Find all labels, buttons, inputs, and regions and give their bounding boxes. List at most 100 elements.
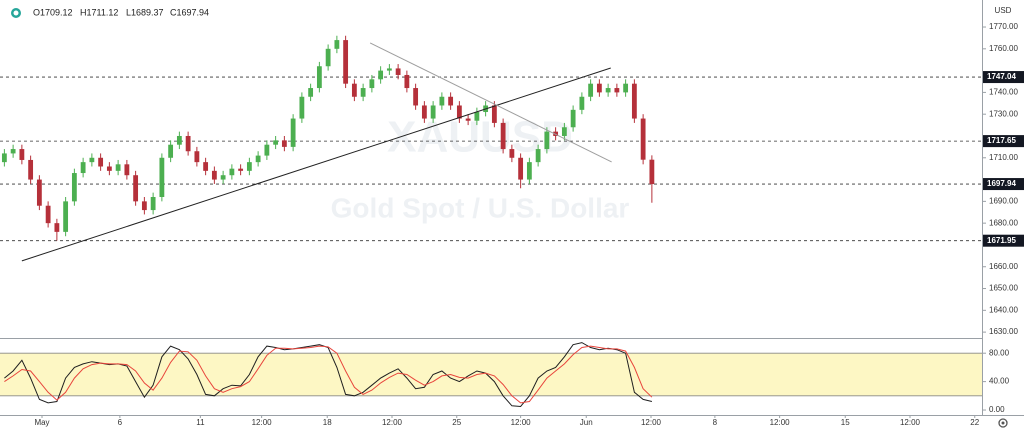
candle-body [98,157,104,167]
candle-body [54,223,60,232]
x-tick-label: 12:00 [252,418,273,427]
y-tick-label: 1740.00 [989,88,1018,97]
y-tick-label: 1680.00 [989,218,1018,227]
header-high: H1711.12 [80,7,118,17]
y-tick-label: 1730.00 [989,109,1018,118]
candle-body [465,118,471,121]
candle-body [386,68,392,71]
y-tick-label: 1760.00 [989,44,1018,53]
candle-body [281,140,287,147]
candle-body [631,83,637,119]
candle-body [299,96,305,119]
candle-body [605,88,611,93]
candle-body [561,127,567,136]
candle-body [1,153,7,163]
candle-body [28,159,34,180]
candle-body [570,109,576,128]
candle-body [133,175,139,202]
candle-body [10,149,16,154]
x-tick-label: May [34,418,49,427]
level-label: 1747.04 [987,72,1016,81]
candle-body [378,70,384,80]
candle-body [614,88,620,93]
x-tick-label: 12:00 [641,418,662,427]
candle-body [491,105,497,123]
x-tick-label: 12:00 [382,418,403,427]
x-tick-label: 6 [118,418,123,427]
candle-body [106,166,112,171]
candle-body [115,164,121,171]
y-tick-label: 1640.00 [989,305,1018,314]
candle-body [526,162,532,180]
candle-body [535,149,541,163]
level-label-box [983,234,1024,247]
trend-line [21,67,611,262]
candle-body [89,157,95,163]
candle-body [273,140,279,145]
level-label: 1717.65 [987,136,1016,145]
candle-body [343,40,349,84]
status-dot-core [13,10,19,16]
candle-body [596,83,602,93]
candle-body [229,168,235,176]
candle-body [36,179,42,206]
candle-body [404,74,410,89]
level-label: 1697.94 [987,179,1016,188]
candle-body [579,96,585,110]
x-tick-label: 12:00 [511,418,532,427]
candle-body [168,144,174,158]
candle-body [80,162,86,174]
trend-line [369,42,612,163]
candle-body [141,201,147,211]
header-open: O1709.12 [33,7,73,17]
x-tick-label: Jun [580,418,593,427]
candle-body [474,112,480,121]
candle-body [439,96,445,106]
candle-body [430,105,436,119]
x-tick-label: 12:00 [770,418,791,427]
candle-body [360,88,366,97]
header-low: L1689.37 [126,7,164,17]
settings-icon[interactable] [998,418,1008,428]
candle-body [456,105,462,119]
candle-body [544,131,550,150]
unit-label: USD [995,6,1012,15]
candle-body [588,83,594,97]
candle-body [45,205,51,224]
candle-body [325,48,331,67]
candle-body [19,149,25,160]
x-tick-label: 8 [713,418,718,427]
x-tick-label: 18 [323,418,332,427]
candle-body [395,68,401,75]
header-close: C1697.94 [170,7,209,17]
candle-body [421,105,427,119]
level-label-box [983,135,1024,148]
watermark-name: Gold Spot / U.S. Dollar [331,192,630,223]
x-tick-label: 12:00 [900,418,921,427]
candle-body [176,135,182,145]
y-tick-label: 40.00 [989,377,1010,386]
candle-body [255,155,261,163]
candle-body [518,157,524,180]
candle-body [220,175,226,180]
level-label: 1671.95 [987,236,1016,245]
candle-body [203,162,209,171]
y-tick-label: 1650.00 [989,284,1018,293]
candle-body [124,164,130,176]
y-tick-label: 1690.00 [989,196,1018,205]
candle-body [211,170,217,180]
x-tick-label: 15 [841,418,850,427]
candle-body [264,144,270,156]
plot-layer: 1630.00 1640.00 1650.00 1660.00 1680.00 1690.… [0,22,1024,427]
candle-body [509,149,515,158]
y-tick-label: 80.00 [989,348,1010,357]
candle-body [194,151,200,163]
candle-body [185,135,191,152]
candle-body [159,157,165,198]
candle-body [369,79,375,89]
candle-body [351,83,357,97]
y-tick-label: 1770.00 [989,22,1018,31]
candle-body [500,122,506,150]
y-tick-label: 1630.00 [989,327,1018,336]
